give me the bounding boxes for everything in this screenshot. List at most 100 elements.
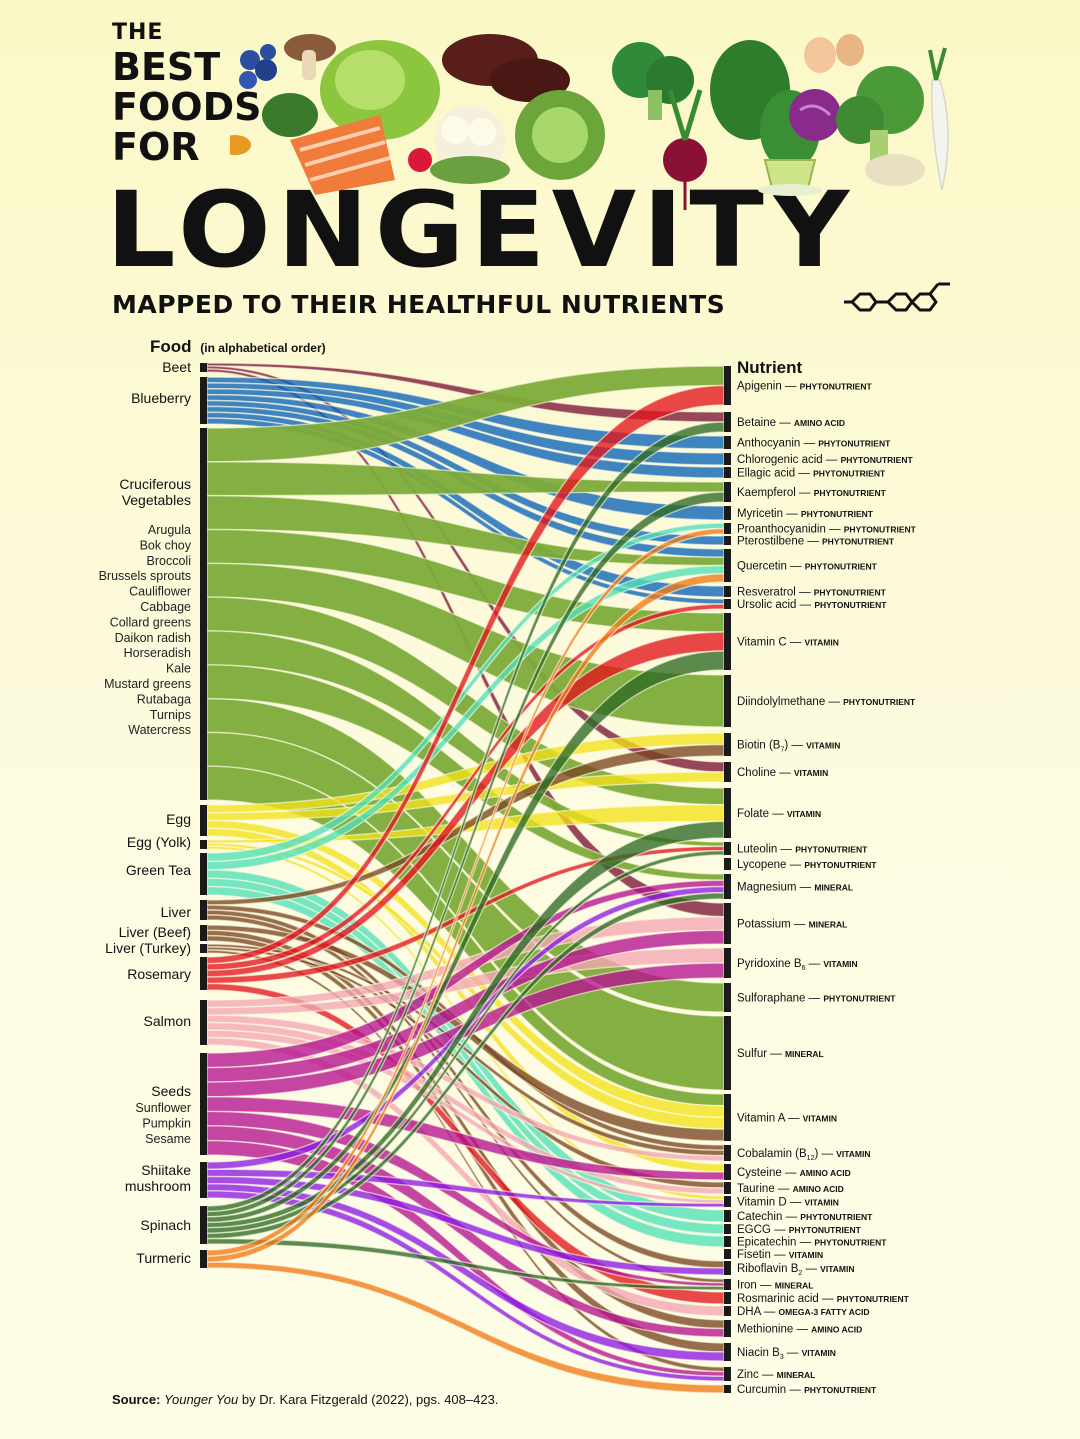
nutrient-bar bbox=[724, 453, 731, 465]
food-bar bbox=[200, 1162, 207, 1198]
daikon-icon bbox=[928, 47, 949, 191]
nutrient-bar bbox=[724, 874, 731, 899]
source-label: Source: bbox=[112, 1392, 161, 1407]
source-note: Source: Younger You by Dr. Kara Fitzgera… bbox=[112, 1392, 498, 1407]
food-label: Rosemary bbox=[127, 966, 191, 982]
nutrient-label: Chlorogenic acid — PHYTONUTRIENT bbox=[737, 454, 913, 466]
turmeric-icon bbox=[230, 135, 251, 155]
nutrient-bars bbox=[724, 366, 731, 1393]
green-tea-icon bbox=[758, 159, 822, 196]
nutrient-bar bbox=[724, 1343, 731, 1361]
subtitle: MAPPED TO THEIR HEALTHFUL NUTRIENTS bbox=[112, 290, 726, 319]
nutrient-label: Anthocyanin — PHYTONUTRIENT bbox=[737, 438, 891, 450]
food-sub-label: Horseradish bbox=[124, 646, 191, 660]
nutrient-bar bbox=[724, 536, 731, 545]
nutrient-label: Methionine — AMINO ACID bbox=[737, 1324, 862, 1336]
food-label: Seeds bbox=[151, 1083, 191, 1099]
nutrient-label: Lycopene — PHYTONUTRIENT bbox=[737, 859, 877, 871]
nutrient-label: Fisetin — VITAMIN bbox=[737, 1249, 823, 1261]
food-bar bbox=[200, 957, 207, 990]
title-the: THE bbox=[112, 20, 164, 45]
broccoli-large-icon bbox=[836, 66, 924, 170]
nutrient-bar bbox=[724, 1292, 731, 1304]
eggs-icon bbox=[804, 34, 864, 73]
nutrient-label: Diindolylmethane — PHYTONUTRIENT bbox=[737, 696, 916, 708]
nutrient-bar bbox=[724, 1385, 731, 1393]
food-label: Vegetables bbox=[122, 492, 191, 508]
nutrient-bar bbox=[724, 1196, 731, 1207]
cauliflower-icon bbox=[430, 105, 510, 184]
nutrient-bar bbox=[724, 842, 731, 855]
food-label: Cruciferous bbox=[119, 476, 191, 492]
food-label: Egg bbox=[166, 811, 191, 827]
nutrient-bar bbox=[724, 1236, 731, 1247]
nutrient-bar bbox=[724, 467, 731, 478]
food-label: Salmon bbox=[144, 1013, 191, 1029]
nutrient-bar bbox=[724, 1279, 731, 1290]
nutrient-label: Ursolic acid — PHYTONUTRIENT bbox=[737, 599, 887, 611]
source-rest: by Dr. Kara Fitzgerald (2022), pgs. 408–… bbox=[238, 1392, 499, 1407]
food-sub-label: Kale bbox=[166, 662, 191, 676]
food-bar bbox=[200, 1000, 207, 1045]
svg-text:Food (in alphabetical or: Food (in alphabetical order) bbox=[150, 337, 326, 356]
nutrient-bar bbox=[724, 675, 731, 727]
nutrient-label: Resveratrol — PHYTONUTRIENT bbox=[737, 587, 887, 599]
nutrient-label: Vitamin A — VITAMIN bbox=[737, 1113, 837, 1125]
food-sub-label: Turnips bbox=[150, 708, 191, 722]
nutrient-bar bbox=[724, 1210, 731, 1222]
food-label: Liver bbox=[161, 904, 192, 920]
food-sub-label: Pumpkin bbox=[142, 1116, 191, 1130]
nutrient-label: Pyridoxine B6 — VITAMIN bbox=[737, 958, 858, 972]
food-bar bbox=[200, 900, 207, 920]
food-bar bbox=[200, 805, 207, 836]
nutrient-label: Cysteine — AMINO ACID bbox=[737, 1167, 851, 1179]
molecule-icon bbox=[844, 282, 950, 312]
nutrient-label: Vitamin C — VITAMIN bbox=[737, 637, 839, 649]
food-label: mushroom bbox=[125, 1178, 191, 1194]
food-bar bbox=[200, 1053, 207, 1155]
nutrient-label: Pterostilbene — PHYTONUTRIENT bbox=[737, 536, 895, 548]
nutrient-label: Biotin (B7) — VITAMIN bbox=[737, 740, 840, 754]
nutrient-label: Choline — VITAMIN bbox=[737, 767, 828, 779]
kale-icon bbox=[262, 93, 318, 137]
red-cabbage-icon bbox=[789, 89, 841, 141]
nutrient-bar bbox=[724, 1249, 731, 1259]
food-header-note: (in alphabetical order) bbox=[200, 341, 325, 355]
nutrient-bar bbox=[724, 506, 731, 520]
food-sub-label: Sesame bbox=[145, 1132, 191, 1146]
food-sub-label: Collard greens bbox=[110, 615, 191, 629]
nutrient-label: Proanthocyanidin — PHYTONUTRIENT bbox=[737, 524, 917, 536]
nutrient-bar bbox=[724, 858, 731, 870]
nutrient-bar bbox=[724, 1164, 731, 1180]
nutrient-bar bbox=[724, 1094, 731, 1141]
nutrient-label: Zinc — MINERAL bbox=[737, 1369, 815, 1381]
food-sub-label: Broccoli bbox=[147, 554, 191, 568]
food-label: Egg (Yolk) bbox=[127, 834, 191, 850]
salmon-icon bbox=[290, 115, 395, 195]
food-bar bbox=[200, 925, 207, 941]
nutrient-bar bbox=[724, 983, 731, 1012]
nutrient-labels: Apigenin — PHYTONUTRIENT Betaine — AMINO … bbox=[737, 381, 917, 1397]
beet-icon bbox=[663, 89, 707, 210]
broccoli-icon bbox=[612, 42, 694, 120]
nutrient-bar bbox=[724, 523, 731, 534]
nutrient-label: Kaempferol — PHYTONUTRIENT bbox=[737, 487, 887, 499]
food-sub-label: Cauliflower bbox=[129, 585, 191, 599]
food-sub-label: Cabbage bbox=[140, 600, 191, 614]
food-sub-label: Arugula bbox=[148, 523, 191, 537]
nutrient-label: Ellagic acid — PHYTONUTRIENT bbox=[737, 468, 886, 480]
foods-illustration bbox=[230, 34, 949, 210]
nutrient-bar bbox=[724, 903, 731, 944]
food-header: Food (in alphabetical order) bbox=[150, 337, 326, 356]
nutrient-label: Quercetin — PHYTONUTRIENT bbox=[737, 561, 878, 573]
food-bars bbox=[200, 363, 207, 1268]
food-label: Spinach bbox=[140, 1217, 191, 1233]
nutrient-label: Taurine — AMINO ACID bbox=[737, 1183, 844, 1195]
nutrient-bar bbox=[724, 599, 731, 609]
nutrient-bar bbox=[724, 1182, 731, 1194]
nutrient-label: Epicatechin — PHYTONUTRIENT bbox=[737, 1237, 887, 1249]
blueberries-icon bbox=[239, 44, 277, 89]
nutrient-bar bbox=[724, 586, 731, 597]
food-label: Liver (Turkey) bbox=[105, 940, 191, 956]
seeds-icon bbox=[865, 154, 925, 186]
